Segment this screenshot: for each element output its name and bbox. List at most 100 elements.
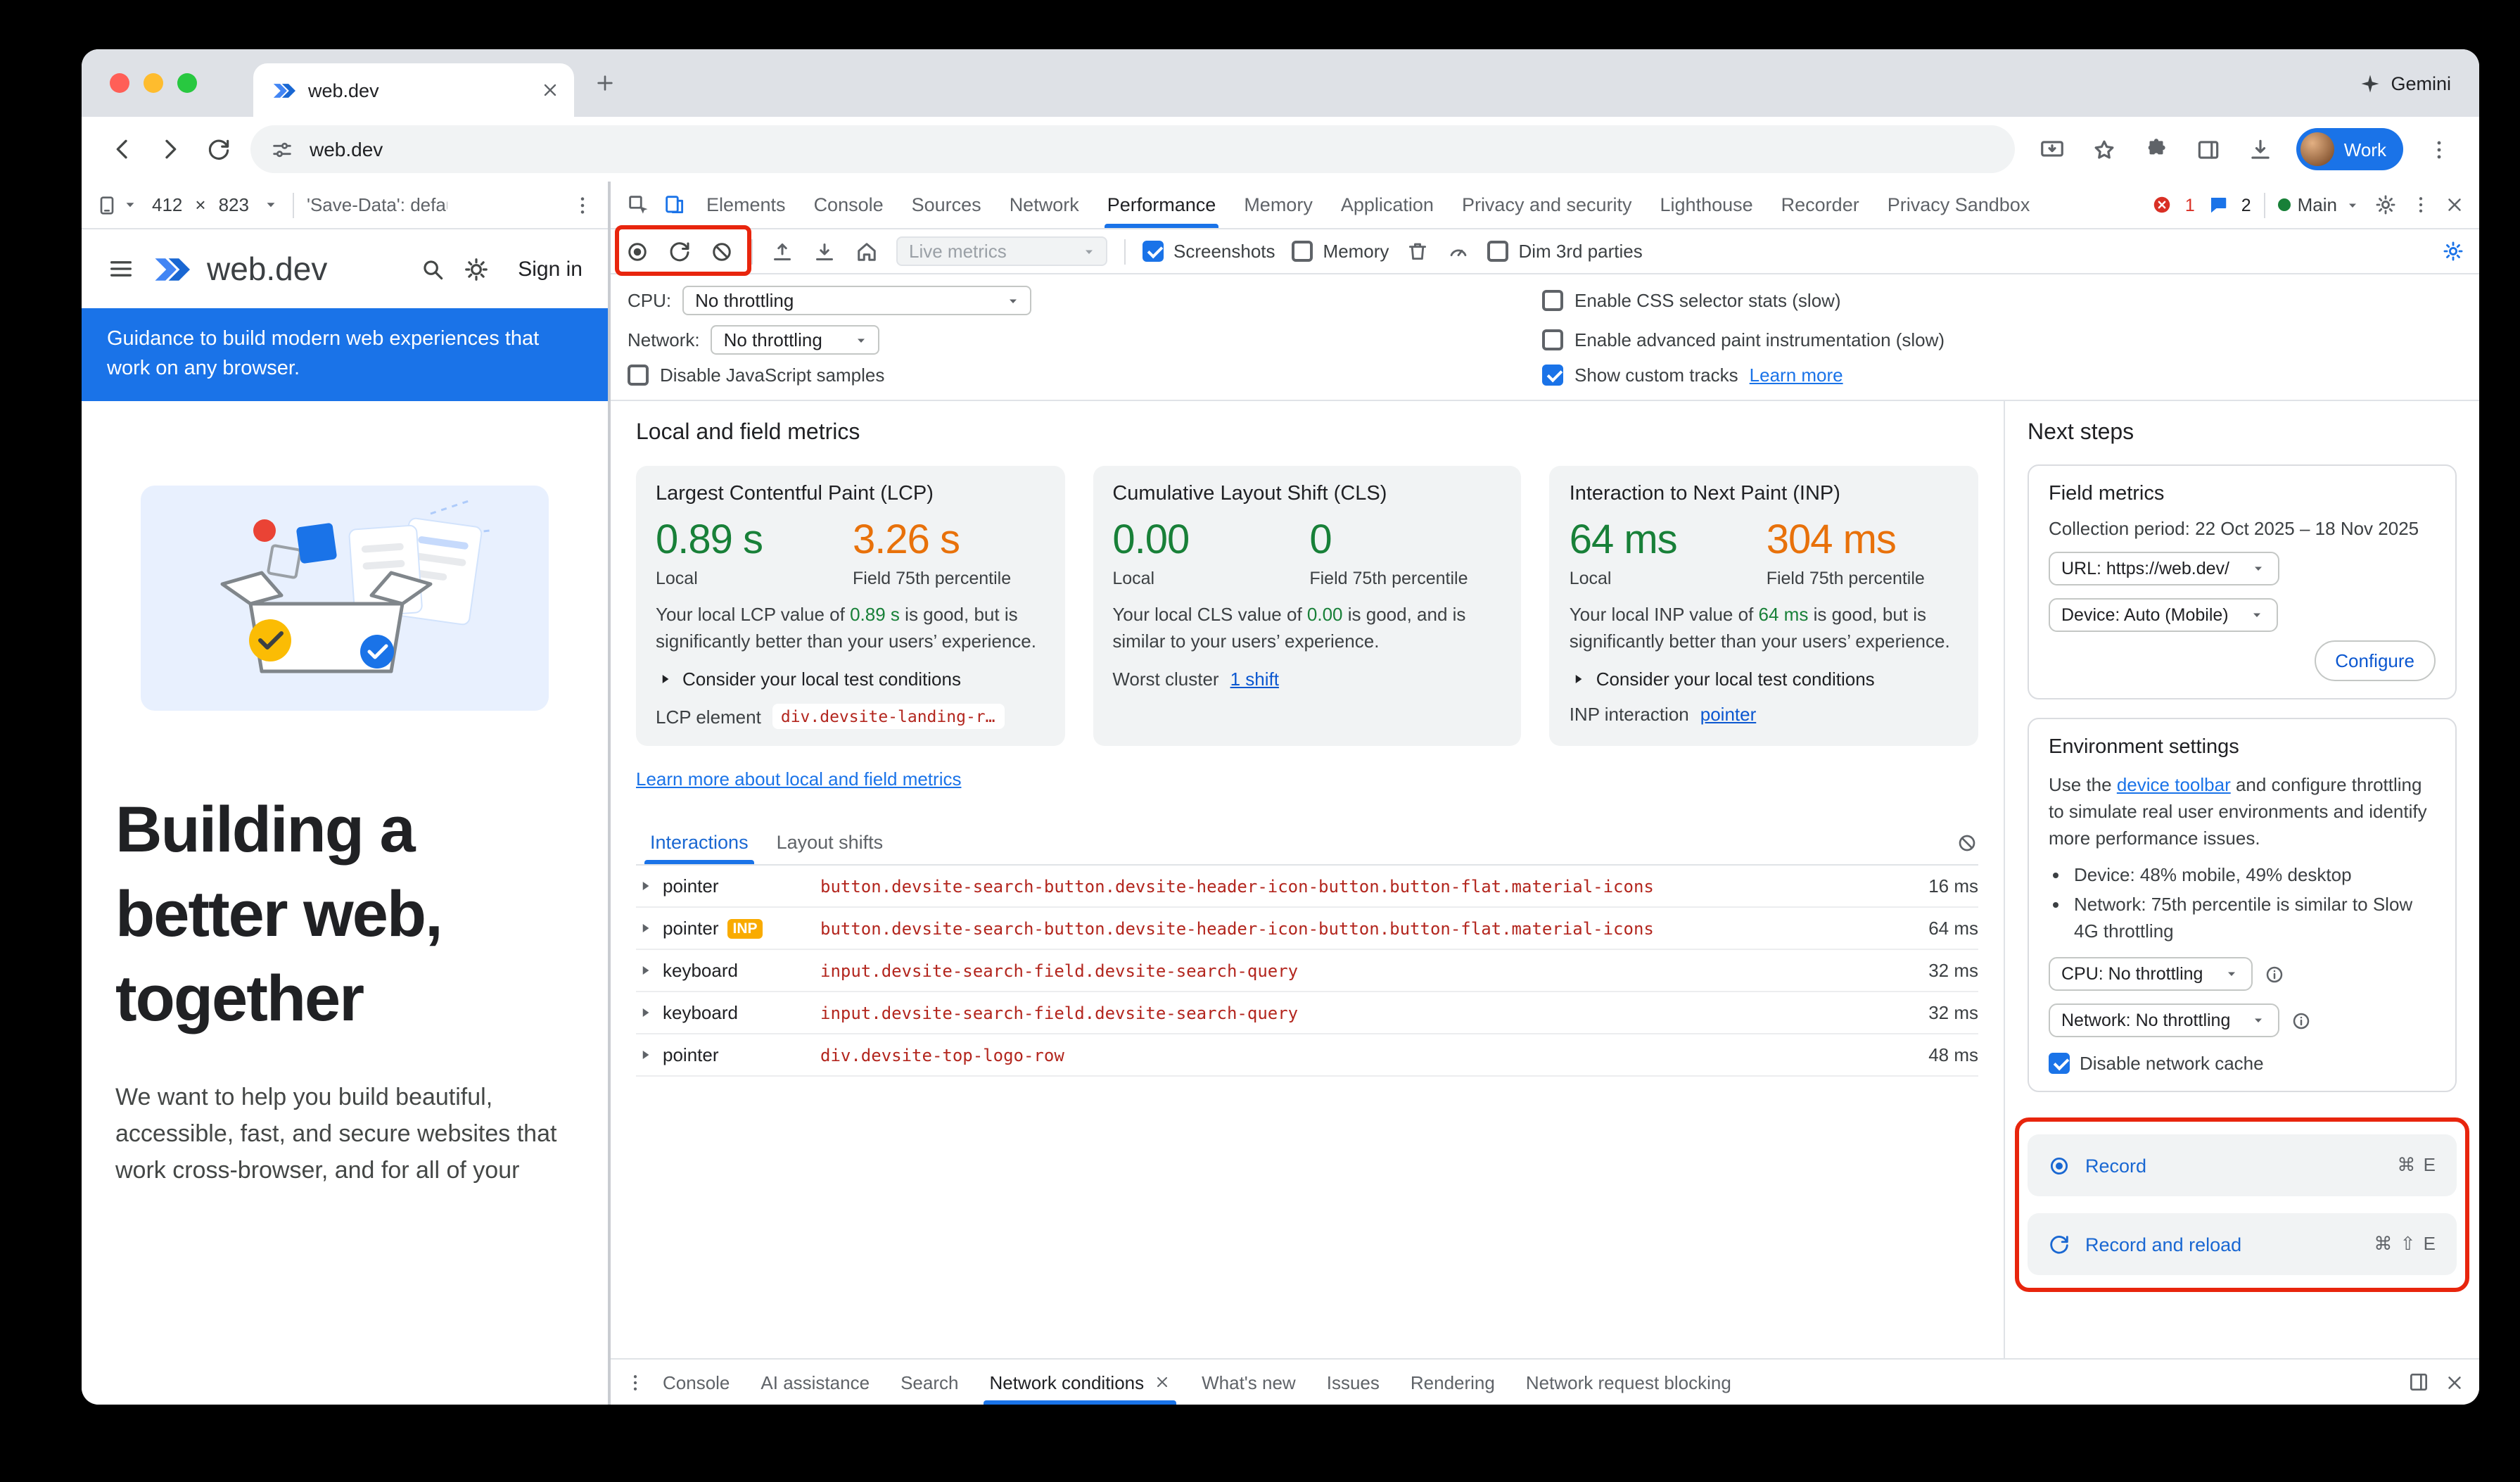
network-throttle-select[interactable]: No throttling [711,325,880,355]
site-logo-text[interactable]: web.dev [207,250,327,288]
devtools-tab-elements[interactable]: Elements [692,182,800,228]
issues-count[interactable]: 2 [2241,195,2251,215]
record-button[interactable] [625,239,650,264]
field-url-select[interactable]: URL: https://web.dev/ [2049,552,2279,585]
save-data-select[interactable]: 'Save-Data': default [307,194,447,215]
webdev-logo-icon[interactable] [152,250,190,288]
drawer-tab-rendering[interactable]: Rendering [1396,1360,1509,1405]
minimize-window-button[interactable] [144,73,163,93]
devtools-close-icon[interactable] [2444,194,2465,215]
clear-button[interactable] [709,239,734,264]
tab-close-icon[interactable] [1154,1374,1171,1391]
devtools-settings-gear-icon[interactable] [2374,193,2398,217]
bookmark-button[interactable] [2081,125,2129,173]
devtools-tab-privacy-sandbox[interactable]: Privacy Sandbox [1873,182,2044,228]
record-action-button[interactable]: Record ⌘ E [2028,1134,2457,1196]
memory-checkbox[interactable] [1292,241,1313,262]
devtools-tab-application[interactable]: Application [1327,182,1448,228]
inp-test-conditions-toggle[interactable]: Consider your local test conditions [1570,669,1959,690]
interaction-row[interactable]: pointer div.devsite-top-logo-row 48 ms [636,1034,1978,1077]
issues-badge-icon[interactable] [2208,194,2229,215]
interaction-row[interactable]: keyboard input.devsite-search-field.devs… [636,992,1978,1034]
devtools-tab-sources[interactable]: Sources [898,182,995,228]
forward-button[interactable] [146,125,194,173]
browser-menu-button[interactable] [2414,125,2462,173]
record-and-reload-button[interactable] [667,239,692,264]
row-expand-icon[interactable] [636,961,654,980]
collect-garbage-icon[interactable] [1406,239,1430,263]
drawer-tab-network-request-blocking[interactable]: Network request blocking [1512,1360,1745,1405]
info-icon[interactable] [2291,1010,2312,1031]
address-bar[interactable]: web.dev [250,125,2015,173]
devtools-tab-network[interactable]: Network [995,182,1093,228]
sign-in-button[interactable]: Sign in [518,257,583,281]
show-custom-tracks-checkbox[interactable] [1542,365,1563,386]
tab-close-icon[interactable] [540,80,560,100]
field-device-select[interactable]: Device: Auto (Mobile) [2049,598,2278,632]
drawer-tab-network-conditions[interactable]: Network conditions [975,1360,1185,1405]
back-button[interactable] [98,125,146,173]
dim-3rd-parties-checkbox[interactable] [1487,241,1508,262]
row-expand-icon[interactable] [636,919,654,937]
context-selector[interactable]: Main [2278,194,2361,215]
memory-checkbox-row[interactable]: Memory [1292,241,1389,262]
screenshots-checkbox-row[interactable]: Screenshots [1143,241,1275,262]
new-tab-button[interactable] [594,72,616,94]
side-panel-button[interactable] [2185,125,2233,173]
devtools-menu-icon[interactable] [2410,194,2431,215]
disable-js-samples-checkbox[interactable] [628,365,649,386]
row-expand-icon[interactable] [636,1046,654,1064]
devtools-tab-console[interactable]: Console [800,182,898,228]
env-cpu-select[interactable]: CPU: No throttling [2049,957,2252,991]
drawer-tab-search[interactable]: Search [886,1360,972,1405]
devtools-tab-privacy-security[interactable]: Privacy and security [1448,182,1646,228]
tab-interactions[interactable]: Interactions [636,821,763,864]
gemini-button[interactable]: Gemini [2360,72,2451,94]
extensions-button[interactable] [2133,125,2181,173]
promo-banner[interactable]: Guidance to build modern web experiences… [82,308,608,401]
clear-interactions-icon[interactable] [1956,831,1978,854]
viewport-height-input[interactable]: 823 [219,194,249,215]
device-toolbar-more-icon[interactable] [571,194,594,216]
tab-layout-shifts[interactable]: Layout shifts [763,821,898,864]
cls-worst-cluster-link[interactable]: 1 shift [1230,669,1279,690]
capture-settings-gear-icon[interactable] [2441,239,2465,263]
viewport-width-input[interactable]: 412 [152,194,182,215]
device-toolbar-link[interactable]: device toolbar [2117,774,2231,795]
configure-button[interactable]: Configure [2314,640,2436,681]
disable-network-cache-checkbox[interactable] [2049,1053,2070,1074]
live-metrics-home-icon[interactable] [854,239,879,264]
inp-interaction-link[interactable]: pointer [1700,704,1757,725]
interaction-row[interactable]: keyboard input.devsite-search-field.devs… [636,950,1978,992]
drawer-tab-console[interactable]: Console [649,1360,744,1405]
screenshots-checkbox[interactable] [1143,241,1164,262]
device-type-select[interactable] [96,194,139,216]
css-selector-stats-checkbox[interactable] [1542,290,1563,311]
record-and-reload-action-button[interactable]: Record and reload ⌘ ⇧ E [2028,1213,2457,1275]
drawer-tab-issues[interactable]: Issues [1313,1360,1394,1405]
toggle-device-toolbar-button[interactable] [656,186,692,223]
dim-3rd-parties-checkbox-row[interactable]: Dim 3rd parties [1487,241,1642,262]
devtools-tab-memory[interactable]: Memory [1230,182,1327,228]
zoom-select-chevron-icon[interactable] [262,196,280,214]
theme-toggle-icon[interactable] [463,255,490,282]
reload-button[interactable] [194,125,242,173]
site-settings-icon[interactable] [270,137,294,161]
error-badge-icon[interactable] [2151,194,2172,215]
field-metrics-learn-more-link[interactable]: Learn more about local and field metrics [636,768,961,790]
advanced-paint-checkbox[interactable] [1542,329,1563,350]
network-conditions-gauge-icon[interactable] [1446,239,1470,263]
profile-button[interactable]: Work [2296,128,2403,170]
info-icon[interactable] [2263,963,2284,984]
custom-tracks-learn-more-link[interactable]: Learn more [1750,365,1843,386]
hamburger-menu-icon[interactable] [107,255,135,283]
devtools-tab-recorder[interactable]: Recorder [1767,182,1873,228]
devtools-tab-lighthouse[interactable]: Lighthouse [1646,182,1767,228]
drawer-tab-ai-assistance[interactable]: AI assistance [746,1360,884,1405]
inspect-element-button[interactable] [619,186,656,223]
install-button[interactable] [2029,125,2077,173]
dock-icon[interactable] [2407,1371,2430,1393]
error-count[interactable]: 1 [2185,195,2195,215]
lcp-test-conditions-toggle[interactable]: Consider your local test conditions [656,669,1045,690]
disable-network-cache-row[interactable]: Disable network cache [2049,1053,2436,1074]
